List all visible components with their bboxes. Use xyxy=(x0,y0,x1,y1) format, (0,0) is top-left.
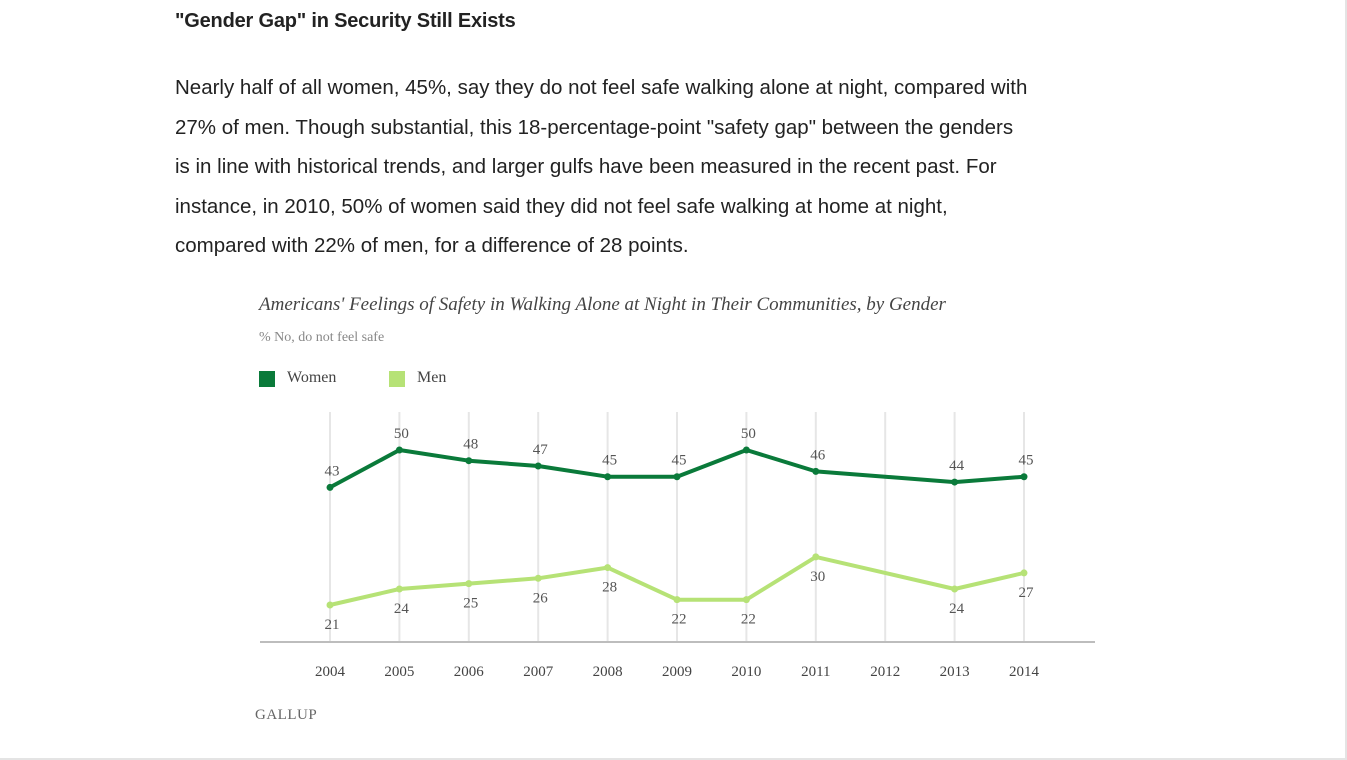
legend-label-women: Women xyxy=(287,369,337,386)
x-tick-label: 2007 xyxy=(523,664,554,680)
page-border-bottom xyxy=(0,758,1347,760)
data-label-women: 50 xyxy=(394,426,409,442)
article-line: is in line with historical trends, and l… xyxy=(175,155,997,178)
article-line: 27% of men. Though substantial, this 18-… xyxy=(175,115,1014,139)
x-tick-label: 2012 xyxy=(870,664,900,680)
x-tick-label: 2013 xyxy=(940,664,970,680)
data-label-women: 43 xyxy=(325,463,340,479)
data-point-women xyxy=(465,457,473,465)
data-point-men xyxy=(742,596,750,604)
data-label-men: 22 xyxy=(672,612,687,628)
data-label-women: 45 xyxy=(1019,453,1034,469)
data-label-men: 21 xyxy=(325,617,340,633)
data-label-women: 45 xyxy=(602,453,617,469)
data-point-women xyxy=(1020,473,1028,481)
data-label-men: 22 xyxy=(741,612,756,628)
data-label-men: 28 xyxy=(602,580,617,596)
chart-subtitle: % No, do not feel safe xyxy=(259,330,385,345)
data-point-women xyxy=(395,446,403,454)
data-point-men xyxy=(395,585,403,593)
x-tick-label: 2005 xyxy=(384,664,414,680)
page-border-right xyxy=(1345,0,1347,760)
x-tick-label: 2006 xyxy=(454,664,485,680)
data-point-men xyxy=(673,596,681,604)
legend-label-men: Men xyxy=(417,369,447,386)
data-label-men: 24 xyxy=(949,601,965,617)
x-tick-label: 2009 xyxy=(662,664,692,680)
data-label-women: 46 xyxy=(810,447,826,463)
data-label-women: 48 xyxy=(463,437,478,453)
data-label-men: 24 xyxy=(394,601,410,617)
data-label-men: 27 xyxy=(1019,585,1035,601)
data-point-men xyxy=(1020,569,1028,577)
data-point-men xyxy=(534,574,542,582)
data-point-women xyxy=(326,483,334,491)
x-tick-label: 2010 xyxy=(731,664,761,680)
data-point-men xyxy=(465,580,473,588)
article-line: compared with 22% of men, for a differen… xyxy=(175,234,689,257)
source-logo: GALLUP xyxy=(255,707,318,723)
legend-swatch-men xyxy=(389,371,405,387)
data-label-men: 26 xyxy=(533,590,549,606)
article-line: instance, in 2010, 50% of women said the… xyxy=(175,194,948,218)
data-point-women xyxy=(742,446,750,454)
data-point-women xyxy=(673,473,681,481)
data-point-women xyxy=(812,467,820,475)
data-label-women: 45 xyxy=(672,453,687,469)
data-point-women xyxy=(604,473,612,481)
article-body: Nearly half of all women, 45%, say they … xyxy=(175,68,1185,266)
article-headline: "Gender Gap" in Security Still Exists xyxy=(175,10,516,32)
data-point-men xyxy=(951,585,959,593)
data-label-men: 25 xyxy=(463,596,478,612)
data-point-men xyxy=(604,564,612,572)
data-point-men xyxy=(326,601,334,609)
data-point-men xyxy=(812,553,820,561)
x-tick-label: 2004 xyxy=(315,664,346,680)
x-tick-label: 2014 xyxy=(1009,664,1040,680)
data-point-women xyxy=(534,462,542,470)
article-line: Nearly half of all women, 45%, say they … xyxy=(175,76,1028,99)
data-label-women: 47 xyxy=(533,442,549,458)
chart-title: Americans' Feelings of Safety in Walking… xyxy=(259,294,946,315)
data-label-women: 44 xyxy=(949,458,965,474)
x-tick-label: 2008 xyxy=(593,664,623,680)
data-label-women: 50 xyxy=(741,426,756,442)
data-label-men: 30 xyxy=(810,569,825,585)
legend-swatch-women xyxy=(259,371,275,387)
data-point-women xyxy=(951,478,959,486)
x-tick-label: 2011 xyxy=(801,664,830,680)
